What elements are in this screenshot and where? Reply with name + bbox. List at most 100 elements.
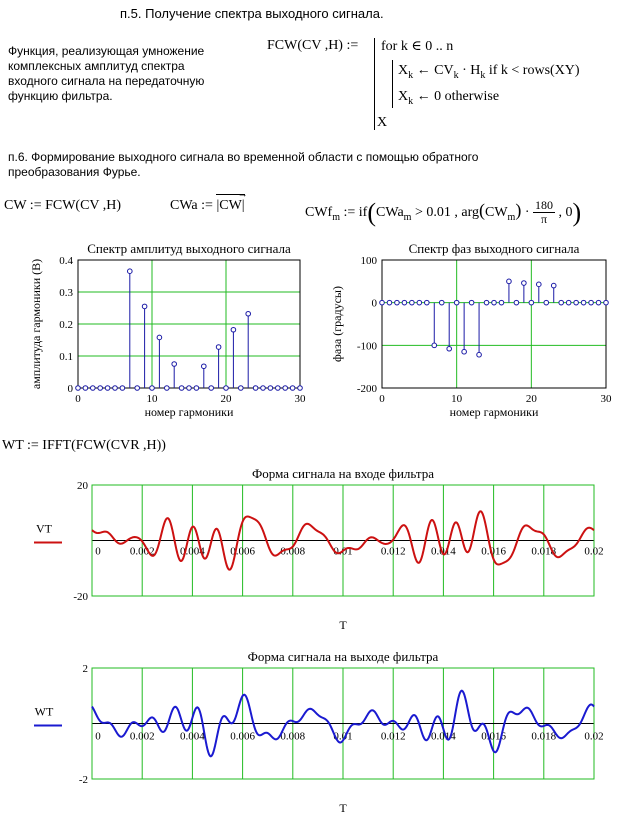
stem-marker [536, 281, 542, 288]
stem-marker [208, 385, 214, 391]
stem-marker [282, 385, 289, 391]
fcw-definition-lhs: FCW(CV ,H) := [267, 38, 359, 53]
y-tick-label: -200 [357, 383, 378, 395]
x-tick-label: 10 [147, 393, 159, 405]
x-tick-label: 0.014 [431, 546, 456, 558]
stem-marker [223, 385, 229, 391]
stem-marker [573, 299, 579, 306]
stem-marker [513, 299, 520, 306]
stem-marker [297, 385, 303, 391]
x-tick-label: 0.012 [381, 546, 406, 558]
stem-marker [164, 385, 170, 391]
stem-marker [521, 280, 527, 286]
x-tick-label: 20 [221, 393, 233, 405]
stem-marker [379, 299, 385, 306]
x-tick-label: 0.006 [230, 731, 255, 743]
section5-heading: п.5. Получение спектра выходного сигнала… [120, 6, 384, 21]
x-tick-label: 0.018 [531, 731, 556, 743]
stem-marker [431, 342, 438, 349]
stem-marker [127, 268, 133, 275]
x-tick-label: 30 [295, 393, 307, 405]
stem-marker [119, 385, 126, 391]
stem-marker [558, 299, 565, 306]
stem-marker [409, 299, 415, 306]
stem-marker [112, 385, 118, 391]
y-tick-label: 2 [83, 663, 89, 675]
program-for-line: for k ∈ 0 .. n [381, 39, 454, 54]
signal-curve [91, 689, 595, 758]
stem-marker [506, 278, 512, 285]
stem-marker [201, 363, 207, 370]
stem-marker [401, 299, 408, 306]
stem-marker [275, 385, 281, 391]
x-tick-label: 0.002 [130, 731, 155, 743]
cwf-equation: CWfm := if(CWam > 0.01 , arg(CWm) · 180 π… [305, 198, 582, 227]
y-tick-label: 0.3 [59, 287, 73, 299]
y-tick-label: -2 [79, 774, 88, 786]
stem-marker [171, 361, 177, 367]
x-tick-label: 0 [95, 731, 101, 743]
chart-title: Спектр амплитуд выходного сигнала [87, 241, 291, 256]
stem-marker [498, 299, 505, 306]
stem-marker [528, 299, 535, 306]
x-tick-label: 0 [95, 546, 101, 558]
stem-marker [565, 299, 572, 306]
desc-line: комплексных амплитуд спектра [8, 59, 185, 73]
x-axis-label: номер гармоники [145, 405, 234, 419]
x-tick-label: 20 [526, 393, 538, 405]
stem-marker [424, 299, 430, 306]
desc-line: функцию фильтра. [8, 89, 113, 103]
y-tick-label: -20 [73, 591, 88, 603]
stem-marker [215, 344, 222, 350]
program-bar-inner [392, 60, 393, 108]
stem-marker [238, 385, 244, 391]
cw-equation: CW := FCW(CV ,H) [4, 198, 122, 213]
stem-marker [550, 282, 557, 289]
y-axis-label: фаза (градусы) [330, 286, 344, 362]
y-tick-label: 0 [68, 383, 74, 395]
program-assign-line: Xk ← CVk · Hk if k < rows(XY) [398, 63, 580, 81]
x-tick-label: 0.004 [180, 731, 205, 743]
x-tick-label: 0.002 [130, 546, 155, 558]
stem-marker [97, 385, 103, 391]
x-axis-label: T [339, 618, 347, 632]
program-otherwise-line: Xk ← 0 otherwise [398, 89, 500, 107]
stem-marker [260, 385, 266, 391]
stem-marker [156, 334, 163, 341]
section6-heading-line2: преобразования Фурье. [8, 165, 141, 179]
desc-line: Функция, реализующая умножение [8, 44, 205, 58]
y-tick-label: 100 [361, 255, 378, 267]
x-axis-label: T [339, 801, 347, 815]
chart-title: Спектр фаз выходного сигнала [409, 241, 580, 256]
plot-frame [91, 667, 595, 780]
stem-marker [446, 345, 453, 352]
x-tick-label: 0.02 [584, 731, 603, 743]
signal-curve [91, 510, 595, 571]
stem-marker [90, 385, 96, 391]
x-axis-label: номер гармоники [450, 405, 539, 419]
desc-line: входного сигнала на передаточную [8, 74, 205, 88]
stem-marker [580, 299, 587, 306]
stem-marker [438, 299, 445, 306]
x-tick-label: 0.008 [280, 731, 305, 743]
stem-marker [543, 299, 550, 306]
stem-marker [386, 299, 393, 306]
cwa-equation: CWa := → |CW| [170, 189, 248, 213]
stem-marker [491, 299, 497, 306]
stem-marker [267, 385, 274, 391]
stem-marker [595, 299, 602, 306]
stem-marker [252, 385, 259, 391]
y-tick-label: 20 [77, 480, 89, 492]
stem-marker [149, 385, 155, 391]
y-tick-label: 0.1 [59, 351, 73, 363]
x-tick-label: 0.012 [381, 731, 406, 743]
stem-marker [75, 385, 81, 391]
x-tick-label: 30 [601, 393, 613, 405]
function-description: Функция, реализующая умножение комплексн… [8, 44, 204, 104]
stem-marker [483, 299, 490, 306]
program-bar-outer [374, 38, 375, 130]
stem-marker [394, 299, 400, 306]
y-tick-label: 0 [372, 298, 378, 310]
plot-frame [91, 484, 595, 597]
